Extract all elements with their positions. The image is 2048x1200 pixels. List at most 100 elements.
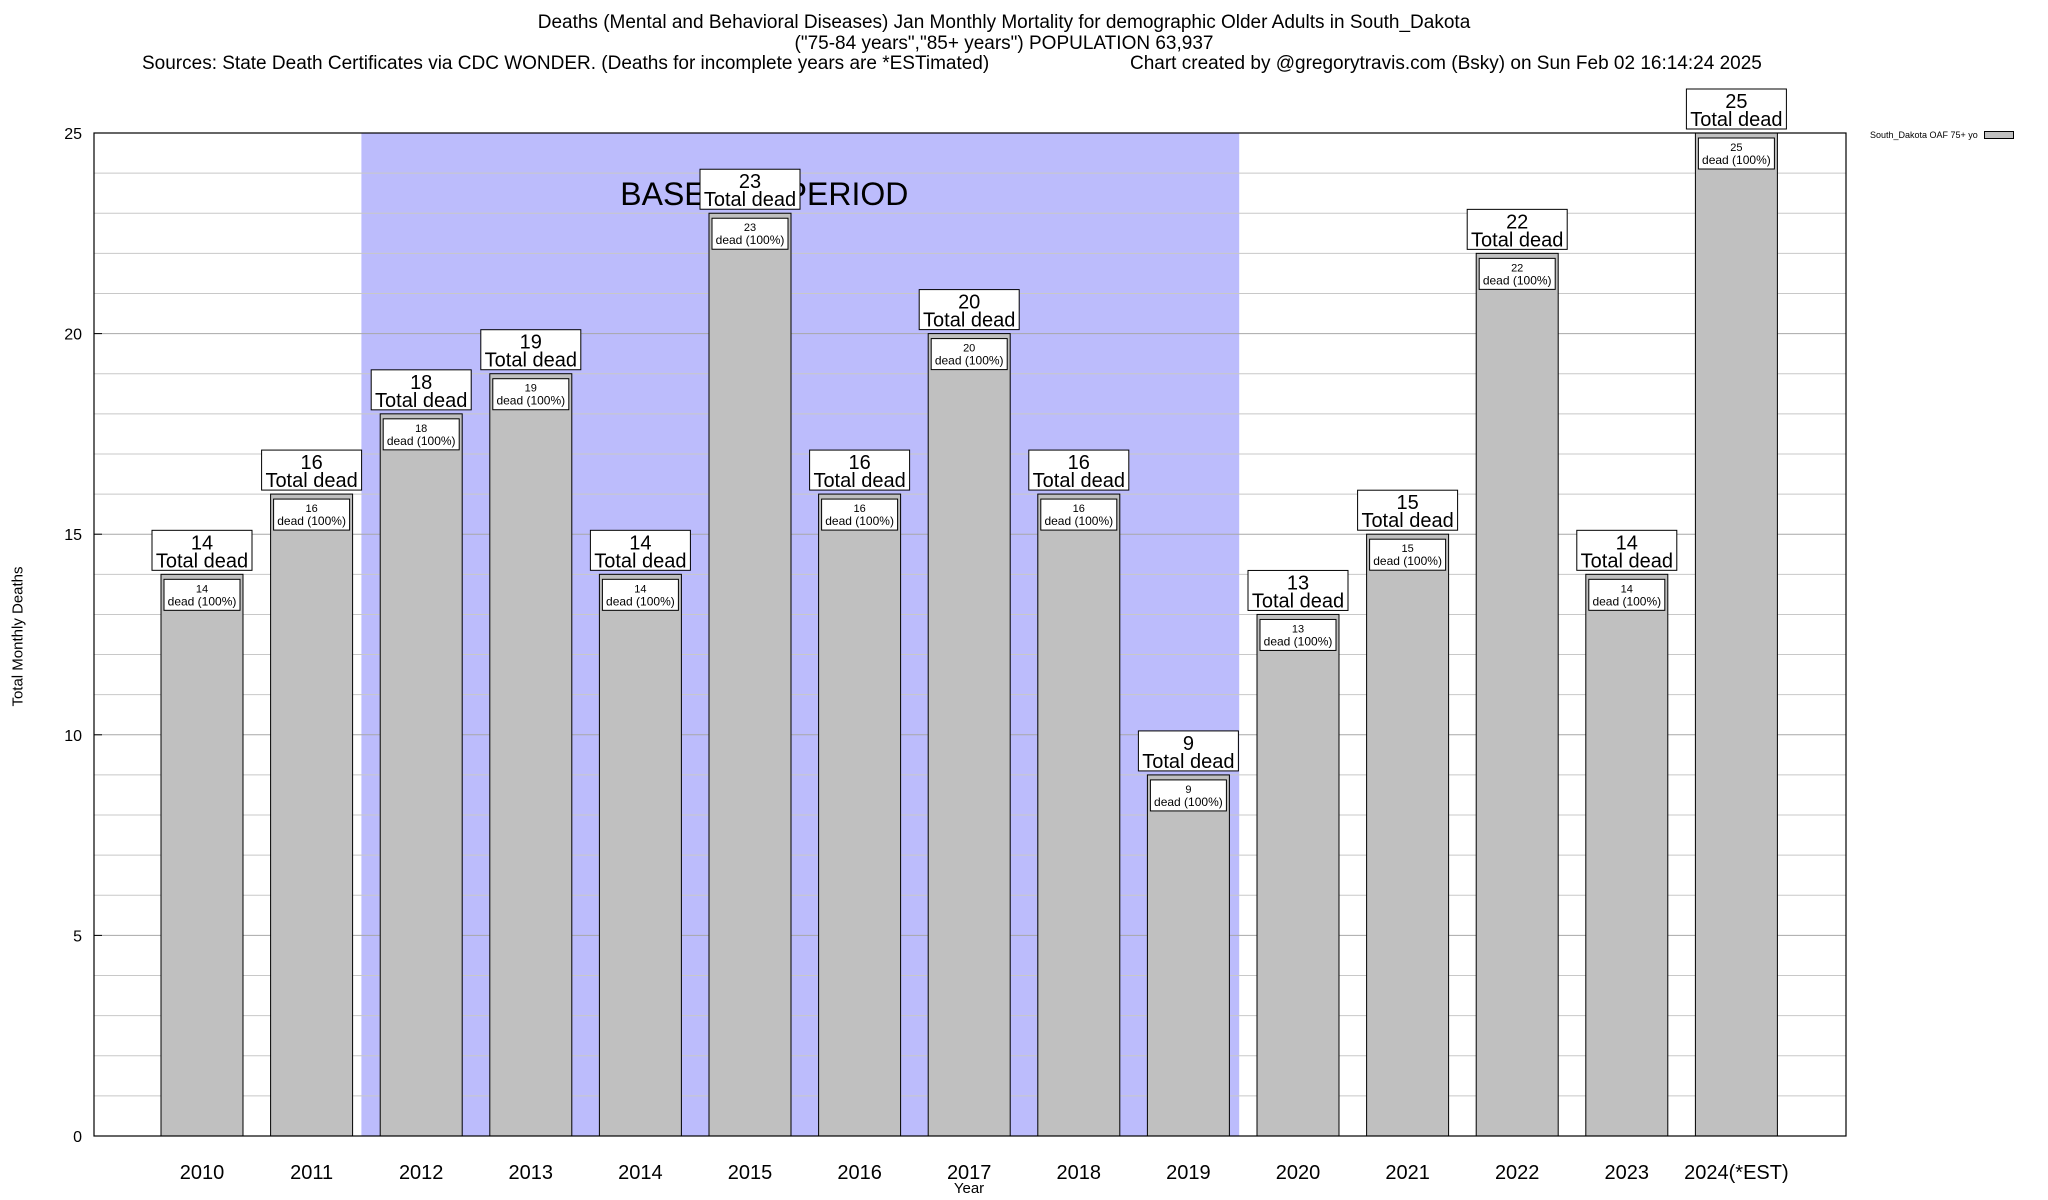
bar-value-label: 14 — [629, 532, 651, 554]
bar-inner-percent-label: dead (100%) — [1264, 634, 1333, 648]
x-tick-label: 2013 — [509, 1162, 554, 1184]
bar-inner-value-label: 19 — [525, 383, 537, 395]
x-tick-label: 2017 — [947, 1162, 992, 1184]
x-tick-label: 2021 — [1385, 1162, 1430, 1184]
bar-inner-label-box — [601, 578, 679, 611]
credit-text: Chart created by @gregorytravis.com (Bsk… — [1130, 53, 1762, 74]
bar — [270, 493, 354, 1137]
bar-total-dead-label: Total dead — [485, 350, 577, 372]
bar-top-label-box — [151, 529, 253, 571]
bar-inner-value-label: 14 — [196, 583, 208, 595]
bar-total-dead-label: Total dead — [1142, 751, 1234, 773]
bar-value-label: 14 — [1616, 532, 1638, 554]
bar-total-dead-label: Total dead — [813, 470, 905, 492]
bar-inner-label-box — [163, 578, 241, 611]
bar-inner-value-label: 16 — [853, 503, 865, 515]
legend: South_Dakota OAF 75+ yo — [1870, 130, 2014, 140]
bar-value-label: 15 — [1396, 492, 1418, 514]
bar-top-label-box — [370, 369, 472, 411]
x-tick-label: 2020 — [1276, 1162, 1321, 1184]
bar-total-dead-label: Total dead — [923, 310, 1015, 332]
x-tick-label: 2010 — [180, 1162, 225, 1184]
bar-total-dead-label: Total dead — [1471, 229, 1563, 251]
bar-top-label-box — [1576, 529, 1678, 571]
bar-inner-percent-label: dead (100%) — [935, 354, 1004, 368]
bar-total-dead-label: Total dead — [704, 189, 796, 211]
x-axis-label: Year — [953, 1180, 985, 1197]
bar-top-label-box — [1137, 730, 1239, 772]
y-tick-label: 5 — [73, 928, 82, 945]
bar-inner-value-label: 16 — [305, 503, 317, 515]
bar-inner-value-label: 16 — [1073, 503, 1085, 515]
bar-inner-value-label: 15 — [1401, 543, 1413, 555]
bar-inner-percent-label: dead (100%) — [825, 514, 894, 528]
bar-inner-value-label: 14 — [1621, 583, 1633, 595]
bar-inner-value-label: 20 — [963, 343, 975, 355]
bar-value-label: 23 — [739, 171, 761, 193]
bar-top-label-box — [1685, 88, 1787, 130]
x-tick-label: 2018 — [1057, 1162, 1102, 1184]
x-tick-label: 2012 — [399, 1162, 444, 1184]
bar-value-label: 16 — [300, 452, 322, 474]
bar — [1694, 132, 1778, 1137]
bar-total-dead-label: Total dead — [594, 550, 686, 572]
bar — [1037, 493, 1121, 1137]
x-tick-label: 2022 — [1495, 1162, 1540, 1184]
legend-label: South_Dakota OAF 75+ yo — [1870, 130, 1978, 140]
x-tick-label: 2024(*EST) — [1684, 1162, 1789, 1184]
bar — [598, 573, 682, 1137]
bar-inner-percent-label: dead (100%) — [716, 233, 785, 247]
bar-inner-percent-label: dead (100%) — [606, 594, 675, 608]
bar-total-dead-label: Total dead — [1033, 470, 1125, 492]
bar-top-label-box — [1357, 489, 1459, 531]
bar-inner-value-label: 23 — [744, 222, 756, 234]
bar-inner-value-label: 13 — [1292, 623, 1304, 635]
x-tick-label: 2011 — [290, 1162, 333, 1184]
plot-frame — [93, 132, 1847, 1137]
bar-inner-percent-label: dead (100%) — [496, 394, 565, 408]
y-tick-label: 10 — [64, 728, 82, 745]
bar-top-label-box — [480, 329, 582, 371]
bar-inner-percent-label: dead (100%) — [1373, 554, 1442, 568]
y-axis-label: Total Monthly Deaths — [9, 566, 27, 707]
chart-title: Deaths (Mental and Behavioral Diseases) … — [537, 12, 1471, 33]
bar-inner-label-box — [821, 498, 899, 531]
bar — [1256, 613, 1340, 1137]
bar-total-dead-label: Total dead — [265, 470, 357, 492]
bar-total-dead-label: Total dead — [375, 390, 467, 412]
bar-value-label: 18 — [410, 372, 432, 394]
bar-inner-percent-label: dead (100%) — [1044, 514, 1113, 528]
bar-top-label-box — [1466, 208, 1568, 250]
bar-value-label: 20 — [958, 292, 980, 314]
bar-top-label-box — [699, 168, 801, 210]
bar-top-label-box — [918, 289, 1020, 331]
bar-total-dead-label: Total dead — [156, 550, 248, 572]
bar-value-label: 16 — [1068, 452, 1090, 474]
bar-inner-label-box — [930, 338, 1008, 371]
bar-top-label-box — [589, 529, 691, 571]
x-tick-label: 2016 — [837, 1162, 882, 1184]
bar-top-label-box — [261, 449, 363, 491]
x-tick-label: 2019 — [1166, 1162, 1211, 1184]
bar-top-label-box — [809, 449, 911, 491]
bar-inner-label-box — [1369, 538, 1447, 571]
y-tick-label: 20 — [64, 327, 82, 344]
x-tick-label: 2014 — [618, 1162, 663, 1184]
bar-value-label: 25 — [1725, 91, 1747, 113]
bar — [1146, 774, 1230, 1137]
bar-inner-label-box — [1588, 578, 1666, 611]
bar-inner-percent-label: dead (100%) — [387, 434, 456, 448]
bar — [927, 333, 1011, 1137]
bar-inner-percent-label: dead (100%) — [1592, 594, 1661, 608]
bar-inner-percent-label: dead (100%) — [1483, 273, 1552, 287]
bar-inner-label-box — [1697, 137, 1775, 170]
bar-inner-percent-label: dead (100%) — [168, 594, 237, 608]
bar-inner-label-box — [273, 498, 351, 531]
bar-inner-label-box — [1149, 779, 1227, 812]
bar — [379, 413, 463, 1137]
bar-value-label: 9 — [1183, 733, 1194, 755]
bar-total-dead-label: Total dead — [1690, 109, 1782, 131]
bar-inner-value-label: 14 — [634, 583, 646, 595]
bar — [1585, 573, 1669, 1137]
bar-top-label-box — [1247, 569, 1349, 611]
